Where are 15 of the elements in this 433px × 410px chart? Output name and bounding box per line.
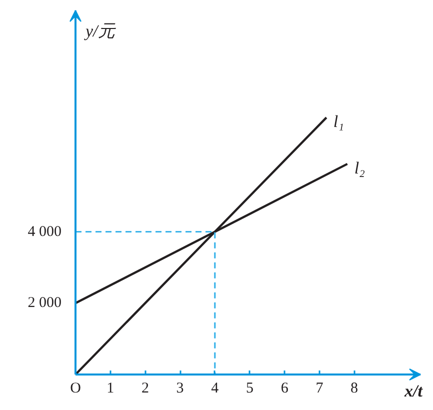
x-tick-label: 3 <box>176 380 184 396</box>
x-tick-label: 5 <box>246 380 254 396</box>
x-tick-label: 6 <box>280 380 289 396</box>
y-axis-title: y/元 <box>84 22 116 40</box>
series-label: l₂ <box>354 158 366 178</box>
x-tick-label: 4 <box>211 380 220 396</box>
x-axis-title: x/t <box>404 382 424 400</box>
x-tick-label: 7 <box>316 380 324 396</box>
x-tick-label: 8 <box>350 380 358 396</box>
y-tick-label: 4 000 <box>28 224 62 240</box>
x-tick-label: 1 <box>106 380 114 396</box>
y-tick-label: 2 000 <box>28 295 62 312</box>
x-tick-label: O <box>70 380 82 396</box>
series-label: l₁ <box>333 112 344 132</box>
x-tick-label: 2 <box>141 380 149 396</box>
